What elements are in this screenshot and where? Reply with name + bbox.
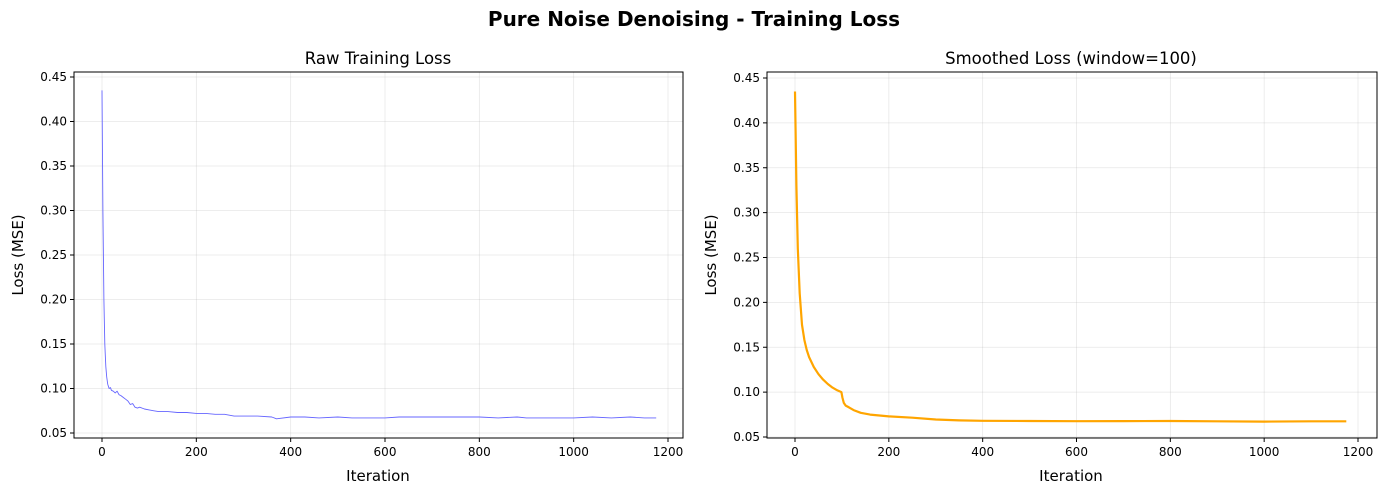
raw-x-tick-label: 800	[468, 445, 491, 459]
raw-x-tick-label: 200	[185, 445, 208, 459]
smoothed-y-tick-label: 0.15	[733, 340, 760, 354]
raw-y-tick-label: 0.10	[40, 382, 67, 396]
smoothed-y-axis-label: Loss (MSE)	[702, 214, 720, 295]
raw-loss-line	[101, 90, 657, 420]
raw-y-tick-label: 0.05	[40, 426, 67, 440]
smoothed-plot-title: Smoothed Loss (window=100)	[945, 49, 1197, 68]
smoothed-x-tick-label: 1000	[1249, 445, 1280, 459]
raw-x-tick-label: 1200	[653, 445, 684, 459]
smoothed-axes-frame	[766, 71, 1378, 439]
smoothed-x-tick-label: 0	[791, 445, 799, 459]
raw-x-tick-label: 400	[279, 445, 302, 459]
raw-x-tick-label: 0	[98, 445, 106, 459]
raw-y-tick-label: 0.25	[40, 248, 67, 262]
raw-y-tick-label: 0.20	[40, 293, 67, 307]
smoothed-y-tick-label: 0.20	[733, 295, 760, 309]
raw-axes-frame	[73, 71, 684, 439]
raw-y-tick-label: 0.35	[40, 159, 67, 173]
raw-y-tick-label: 0.30	[40, 204, 67, 218]
figure-title: Pure Noise Denoising - Training Loss	[488, 7, 900, 31]
raw-x-tick-label: 1000	[558, 445, 589, 459]
smoothed-loss-line	[793, 91, 1347, 423]
smoothed-x-tick-label: 600	[1065, 445, 1088, 459]
smoothed-y-tick-label: 0.30	[733, 206, 760, 220]
smoothed-loss-plot: Smoothed Loss (window=100) Iteration Los…	[702, 49, 1378, 485]
raw-y-tick-label: 0.45	[40, 70, 67, 84]
smoothed-x-axis-label: Iteration	[1039, 467, 1103, 485]
smoothed-x-tick-label: 400	[971, 445, 994, 459]
raw-x-axis-label: Iteration	[346, 467, 410, 485]
smoothed-y-tick-label: 0.10	[733, 385, 760, 399]
raw-loss-plot: Raw Training Loss Iteration Loss (MSE) 0…	[9, 49, 684, 485]
smoothed-x-tick-label: 200	[877, 445, 900, 459]
smoothed-y-tick-label: 0.40	[733, 116, 760, 130]
smoothed-x-tick-label: 800	[1159, 445, 1182, 459]
smoothed-y-tick-label: 0.45	[733, 71, 760, 85]
smoothed-y-tick-label: 0.25	[733, 251, 760, 265]
raw-y-axis-label: Loss (MSE)	[9, 214, 27, 295]
raw-plot-title: Raw Training Loss	[305, 49, 452, 68]
smoothed-y-tick-label: 0.35	[733, 161, 760, 175]
raw-y-tick-label: 0.40	[40, 115, 67, 129]
raw-x-tick-label: 600	[374, 445, 397, 459]
smoothed-x-tick-label: 1200	[1343, 445, 1374, 459]
raw-y-tick-label: 0.15	[40, 337, 67, 351]
smoothed-y-tick-label: 0.05	[733, 430, 760, 444]
